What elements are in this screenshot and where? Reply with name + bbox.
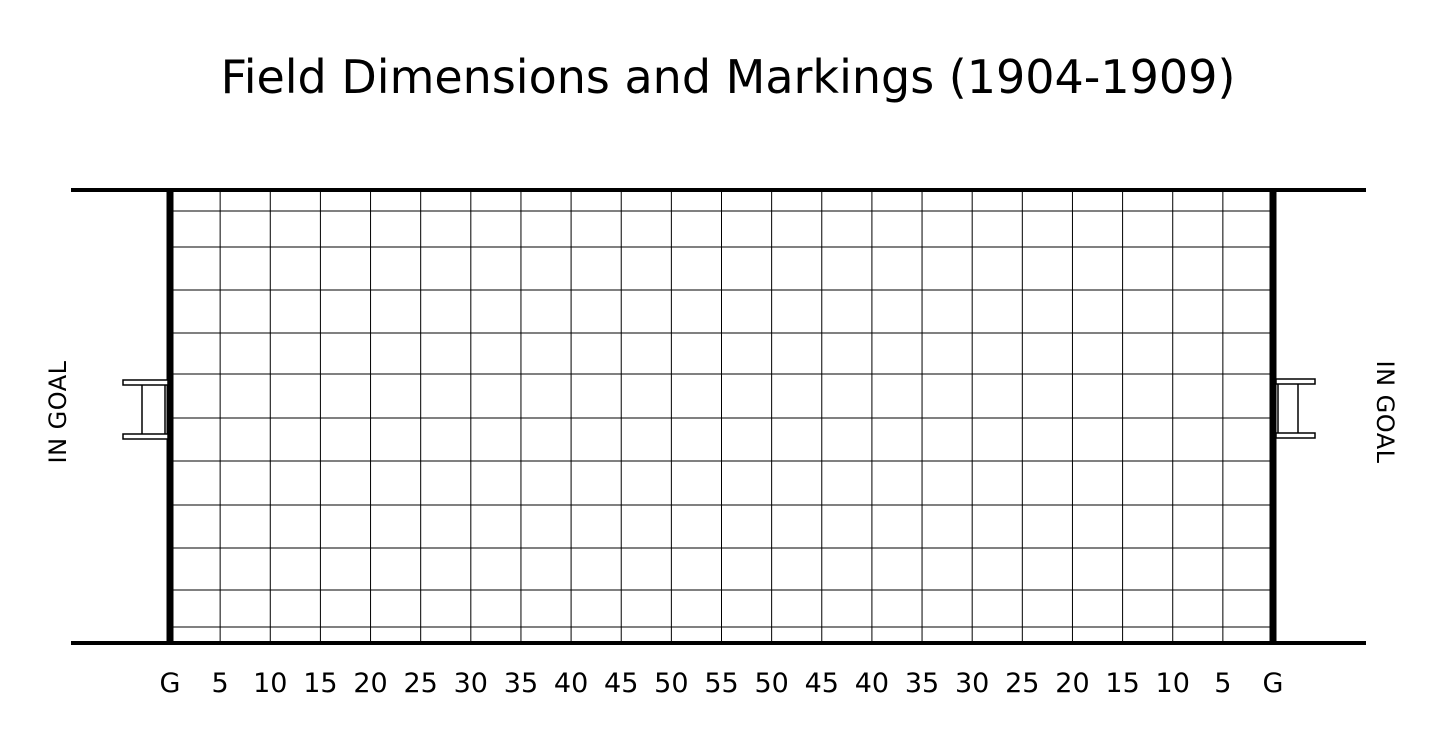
yard-label: 40 bbox=[855, 668, 889, 699]
yard-label: 25 bbox=[404, 668, 438, 699]
yard-label: 30 bbox=[454, 668, 488, 699]
yard-label: G bbox=[1263, 668, 1284, 699]
yard-label: G bbox=[160, 668, 181, 699]
yard-label: 5 bbox=[212, 668, 229, 699]
yard-label: 45 bbox=[604, 668, 638, 699]
yard-label: 10 bbox=[1156, 668, 1190, 699]
yard-label: 15 bbox=[1105, 668, 1139, 699]
yard-label: 35 bbox=[504, 668, 538, 699]
yard-label: 35 bbox=[905, 668, 939, 699]
field-grid bbox=[170, 190, 1273, 643]
in-goal-right-label: IN GOAL bbox=[1371, 360, 1399, 463]
yard-label: 20 bbox=[353, 668, 387, 699]
right-goal-post-icon bbox=[1275, 378, 1316, 439]
in-goal-left-label: IN GOAL bbox=[44, 360, 72, 463]
yard-label: 50 bbox=[754, 668, 788, 699]
yard-label: 10 bbox=[253, 668, 287, 699]
yard-label: 45 bbox=[805, 668, 839, 699]
yard-label: 5 bbox=[1214, 668, 1231, 699]
yard-label: 40 bbox=[554, 668, 588, 699]
left-goal-post-icon bbox=[122, 379, 169, 440]
yard-label: 30 bbox=[955, 668, 989, 699]
yard-label: 55 bbox=[704, 668, 738, 699]
yard-label: 50 bbox=[654, 668, 688, 699]
yard-labels: G 5 10 15 20 25 30 35 40 45 50 55 50 45 40 35 30 25 20 15 10… bbox=[160, 668, 1284, 699]
page-title: Field Dimensions and Markings (1904-1909… bbox=[220, 50, 1236, 104]
yard-label: 15 bbox=[303, 668, 337, 699]
yard-label: 25 bbox=[1005, 668, 1039, 699]
yard-label: 20 bbox=[1055, 668, 1089, 699]
